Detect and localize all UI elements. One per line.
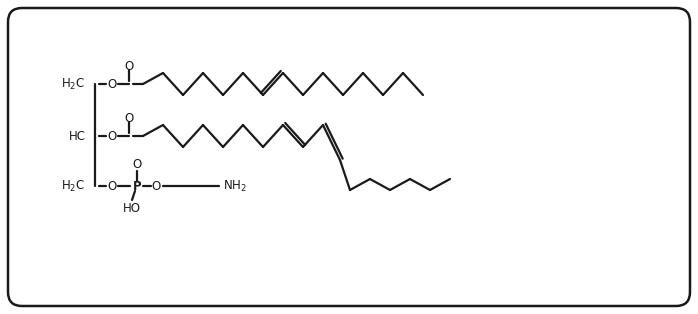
Text: O: O <box>107 129 117 143</box>
Text: HC: HC <box>68 129 85 143</box>
Text: H$_2$C: H$_2$C <box>61 76 85 92</box>
Text: P: P <box>133 180 141 192</box>
Text: HO: HO <box>123 202 141 214</box>
Text: O: O <box>124 111 133 124</box>
Text: O: O <box>107 78 117 90</box>
Text: H$_2$C: H$_2$C <box>61 178 85 193</box>
Text: O: O <box>151 180 161 192</box>
Text: O: O <box>107 180 117 192</box>
FancyBboxPatch shape <box>8 8 690 306</box>
Text: O: O <box>124 59 133 73</box>
Text: O: O <box>133 158 142 171</box>
Text: NH$_2$: NH$_2$ <box>223 178 247 193</box>
